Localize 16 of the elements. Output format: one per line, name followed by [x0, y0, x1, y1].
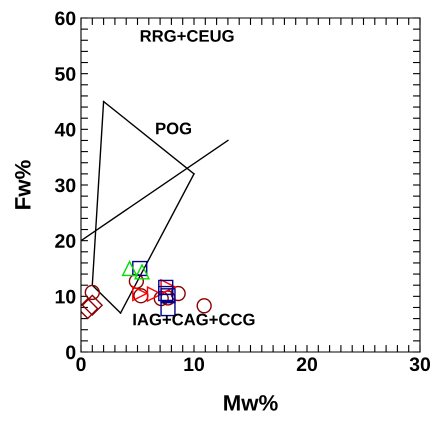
x-tick-label: 0	[76, 357, 86, 372]
x-tick-label: 30	[410, 357, 430, 372]
y-tick-label: 30	[54, 178, 76, 192]
y-tick-label: 40	[54, 122, 76, 137]
y-axis-title: Fw%	[14, 160, 31, 209]
x-tick-label: 10	[184, 357, 204, 372]
y-tick-label: 20	[55, 234, 76, 248]
y-tick-label: 60	[55, 11, 76, 26]
x-tick-label: 20	[296, 357, 318, 372]
y-tick-label: 10	[56, 290, 76, 304]
annotation: POG	[156, 122, 192, 134]
y-tick-label: 50	[55, 67, 76, 81]
x-axis-title: Mw%	[224, 395, 278, 411]
annotation: IAG+CAG+CCG	[133, 314, 254, 326]
annotation: RRG+CEUG	[140, 30, 234, 42]
y-tick-label: 0	[66, 345, 76, 360]
